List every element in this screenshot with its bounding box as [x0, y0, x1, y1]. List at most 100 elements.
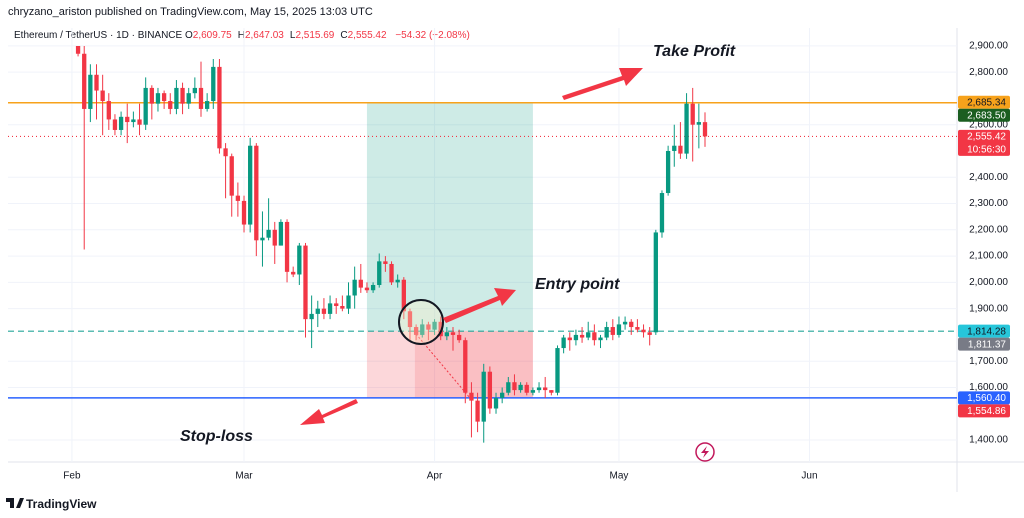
candle-body [198, 87, 204, 109]
ohlc-value: 2,555.42 [347, 30, 387, 41]
chart: Take Profit Entry point Stop-loss 2,900.… [8, 28, 1024, 492]
price-badge-countdown: 10:56:30 [967, 145, 1006, 156]
symbol-legend: Ethereum / TetherUS · 1D · BINANCE O2,60… [14, 30, 476, 41]
price-badge-label: 1,560.40 [967, 393, 1006, 404]
publisher-line: chryzano_ariston published on TradingVie… [8, 6, 373, 18]
candle-body [248, 145, 253, 225]
candle-body [254, 145, 259, 241]
price-badges: 2,685.34 2,683.50 2,555.42 10:56:30 1,814.28… [958, 95, 1010, 418]
candle-body [82, 53, 87, 109]
candle-body [456, 334, 462, 341]
candle-body [543, 387, 548, 391]
candle-body [266, 229, 271, 238]
candle-body [321, 308, 327, 314]
ohlc-value: 2,515.69 [295, 30, 335, 41]
candle-body [684, 103, 689, 154]
candle-body [211, 66, 216, 102]
candle-body [438, 321, 443, 337]
y-tick-label: 2,600.00 [969, 119, 1008, 130]
price-badge [958, 95, 1010, 109]
x-tick-label: Jun [801, 471, 817, 482]
y-tick-label: 1,600.00 [969, 382, 1008, 393]
candle-body [125, 116, 130, 123]
ohlc-values: O2,609.75 H2,647.03 L2,515.69 C2,555.42 [185, 30, 393, 41]
price-badge [958, 324, 1010, 338]
x-tick-label: Feb [63, 471, 81, 482]
candle-body [500, 392, 505, 398]
candle-body [629, 321, 634, 328]
symbol-title: Ethereum / TetherUS · 1D · BINANCE [14, 30, 183, 41]
candle-body [260, 237, 265, 241]
y-tick-label: 1,900.00 [969, 303, 1008, 314]
candle-body [100, 90, 105, 102]
price-badge [958, 337, 1010, 351]
candle-body [297, 245, 302, 275]
candle-body [672, 145, 677, 151]
candle-body [112, 119, 118, 130]
candle-body [180, 87, 185, 104]
y-tick-label: 1,400.00 [969, 435, 1008, 446]
ohlc-value: 2,647.03 [244, 30, 284, 41]
candle-body [665, 150, 671, 194]
candle-body [555, 348, 560, 393]
y-tick-label: 2,400.00 [969, 172, 1008, 183]
loss-zone [366, 331, 533, 398]
price-badge-label: 1,554.86 [967, 406, 1006, 417]
candle-body [536, 387, 542, 391]
candle-body [702, 122, 708, 137]
position-tool [366, 102, 533, 398]
candle-body [131, 119, 136, 123]
candle-body [444, 332, 450, 337]
price-badge [958, 404, 1010, 418]
candle-body [561, 337, 566, 349]
price-badge-label: 1,814.28 [967, 326, 1006, 337]
candle-body [155, 93, 161, 104]
candle-body [573, 334, 579, 341]
y-tick-label: 1,700.00 [969, 356, 1008, 367]
x-tick-label: Mar [235, 471, 253, 482]
y-tick-label: 2,900.00 [969, 41, 1008, 52]
candle-body [426, 324, 431, 330]
price-badge-label: 2,685.34 [967, 97, 1006, 108]
candle-body [678, 145, 683, 154]
lightning-icon [695, 442, 715, 462]
candle-body [493, 397, 499, 409]
candle-body [278, 221, 284, 246]
candle-body [174, 87, 179, 109]
candle-body [432, 321, 437, 330]
candle-body [88, 74, 93, 109]
candle-body [690, 103, 695, 125]
candle-body [291, 271, 296, 275]
candle-body [118, 116, 124, 130]
candle-body [512, 382, 517, 391]
candle-body [407, 311, 413, 328]
candle-body [383, 261, 388, 264]
candle-body [334, 303, 339, 307]
candle-body [377, 261, 382, 285]
candle-body [143, 87, 148, 125]
candle-body [364, 287, 370, 291]
candles-layer [75, 46, 708, 443]
candle-body [610, 327, 615, 335]
annotation: Entry point [535, 276, 620, 293]
candle-body [137, 119, 142, 125]
arrow-entry [443, 288, 516, 323]
ohlc-key: O [184, 30, 193, 41]
candle-body [75, 46, 81, 54]
price-badge-label: 2,555.42 [967, 132, 1006, 143]
candle-body [659, 193, 665, 233]
trade-path [415, 333, 471, 399]
brand-name: TradingView [26, 497, 97, 511]
price-badge-label: 2,683.50 [967, 110, 1006, 121]
candle-body [192, 87, 198, 94]
candle-body [653, 232, 658, 333]
candle-body [506, 382, 511, 393]
candle-body [149, 87, 154, 104]
y-tick-label: 2,100.00 [969, 251, 1008, 262]
candle-body [229, 156, 234, 196]
candle-body [579, 334, 585, 338]
candle-body [469, 392, 474, 401]
candle-body [450, 332, 456, 335]
price-change: −54.32 (−2.08%) [395, 30, 470, 41]
candle-body [168, 101, 173, 109]
